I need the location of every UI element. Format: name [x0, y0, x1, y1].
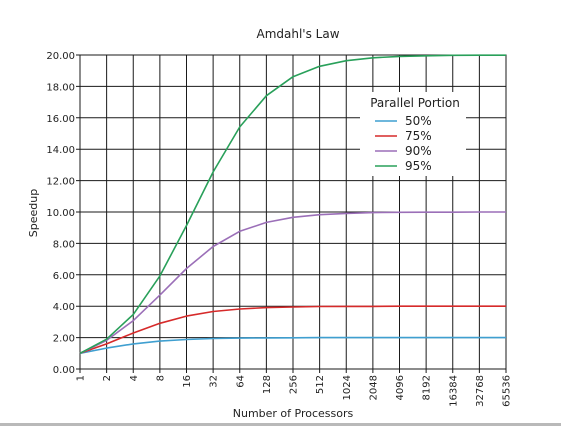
- series-lines: [79, 54, 506, 355]
- x-tick-label: 32: [209, 375, 220, 388]
- y-tick-label: 14.00: [46, 145, 75, 156]
- series-line: [79, 336, 506, 355]
- x-tick-label: 2: [102, 375, 113, 381]
- series-line: [79, 54, 506, 355]
- x-tick-label: 64: [235, 375, 246, 388]
- legend-label: 50%: [405, 114, 432, 128]
- series-line: [79, 211, 506, 355]
- chart-title: Amdahl's Law: [256, 27, 339, 41]
- x-tick-label: 8: [155, 375, 166, 381]
- legend-items: 50%75%90%95%: [375, 114, 432, 173]
- legend-label: 75%: [405, 129, 432, 143]
- y-tick-label: 12.00: [46, 177, 75, 188]
- legend: Parallel Portion 50%75%90%95%: [360, 92, 466, 176]
- y-tick-label: 20.00: [46, 51, 75, 62]
- y-tick-labels: 0.00 2.00 4.00 6.00 8.00 10.00 12.00 14.00 16.00…: [46, 51, 75, 376]
- x-tick-label: 1024: [342, 375, 353, 400]
- y-tick-label: 16.00: [46, 114, 75, 125]
- y-tick-label: 10.00: [46, 208, 75, 219]
- x-tick-label: 2048: [368, 375, 379, 400]
- x-tick-label: 4096: [395, 375, 406, 400]
- y-tick-label: 4.00: [53, 302, 75, 313]
- legend-label: 90%: [405, 144, 432, 158]
- legend-label: 95%: [405, 159, 432, 173]
- x-tick-label: 8192: [422, 375, 433, 400]
- x-axis-label: Number of Processors: [233, 407, 354, 420]
- x-tick-labels: 1 2 4 8 16 32 64 128 256 512 1024 2048 4096 8192 16384…: [76, 375, 513, 407]
- x-tick-label: 16384: [448, 375, 459, 407]
- window-bottom-border: [0, 423, 561, 426]
- series-line: [79, 305, 506, 355]
- x-tick-label: 32768: [475, 375, 486, 407]
- y-tick-label: 6.00: [53, 271, 75, 282]
- y-tick-label: 0.00: [53, 365, 75, 376]
- x-tick-label: 16: [182, 375, 193, 388]
- x-tick-label: 1: [76, 375, 87, 381]
- y-tick-label: 8.00: [53, 239, 75, 250]
- x-tick-label: 512: [315, 375, 326, 394]
- x-tick-label: 128: [262, 375, 273, 394]
- y-tick-label: 2.00: [53, 334, 75, 345]
- x-tick-label: 4: [129, 375, 140, 381]
- y-tick-label: 18.00: [46, 82, 75, 93]
- legend-background: [360, 92, 466, 176]
- x-tick-label: 65536: [502, 375, 513, 407]
- x-tick-label: 256: [289, 375, 300, 394]
- legend-title: Parallel Portion: [370, 96, 460, 110]
- y-axis-label: Speedup: [27, 189, 40, 237]
